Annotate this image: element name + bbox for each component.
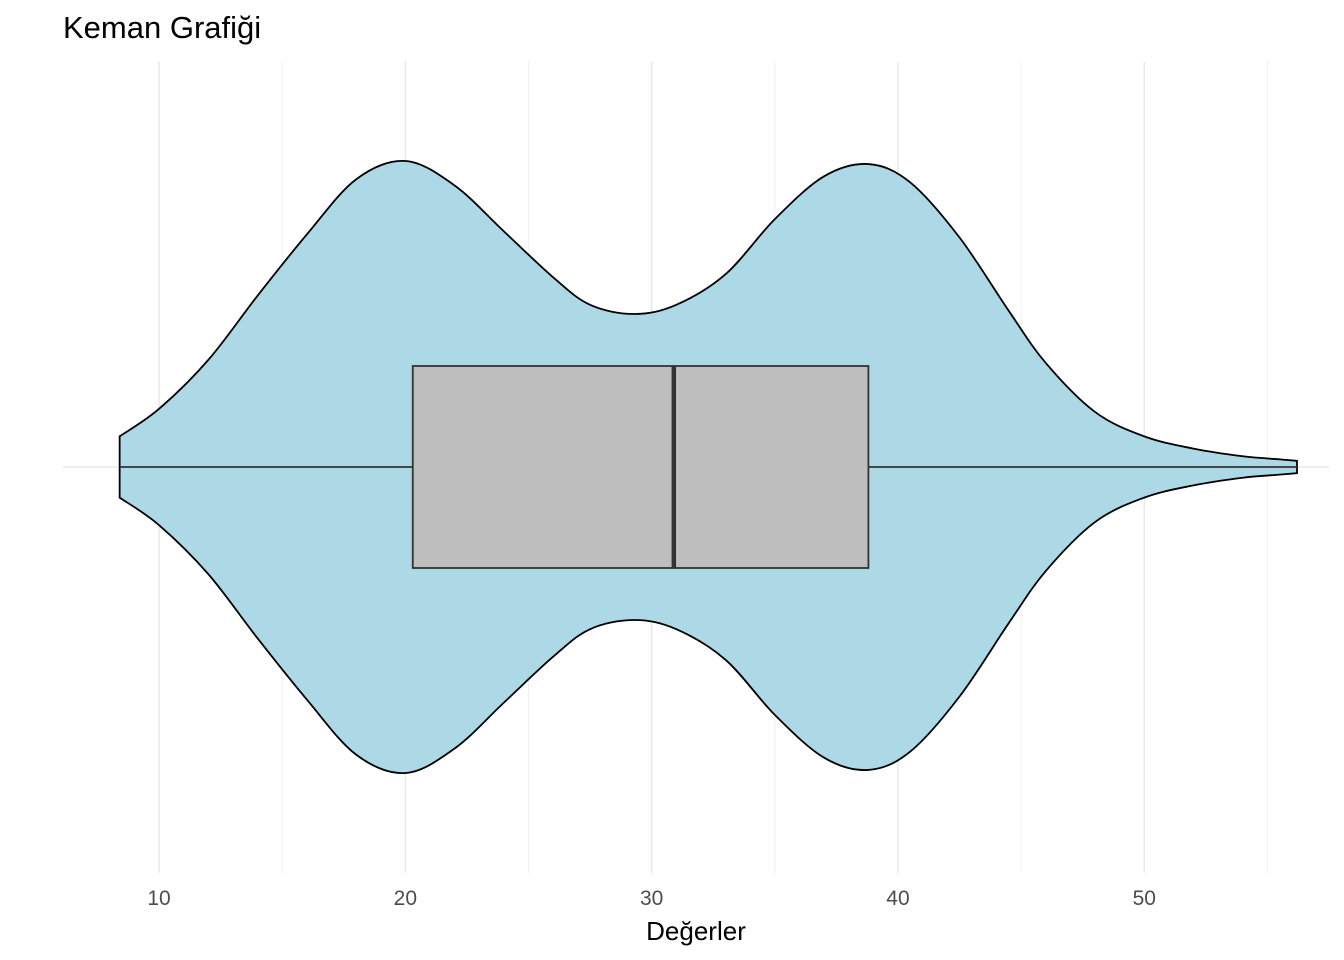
x-tick-label: 30 bbox=[640, 887, 663, 910]
x-tick-label: 20 bbox=[394, 887, 417, 910]
x-axis-ticks: 10 20 30 40 50 bbox=[147, 887, 1156, 910]
chart-title: Keman Grafiği bbox=[63, 10, 262, 45]
boxplot bbox=[119, 365, 1297, 569]
x-tick-label: 10 bbox=[147, 887, 170, 910]
box-iqr bbox=[411, 365, 870, 569]
x-tick-label: 40 bbox=[886, 887, 909, 910]
x-tick-label: 50 bbox=[1133, 887, 1156, 910]
x-axis-title: Değerler bbox=[646, 916, 746, 946]
